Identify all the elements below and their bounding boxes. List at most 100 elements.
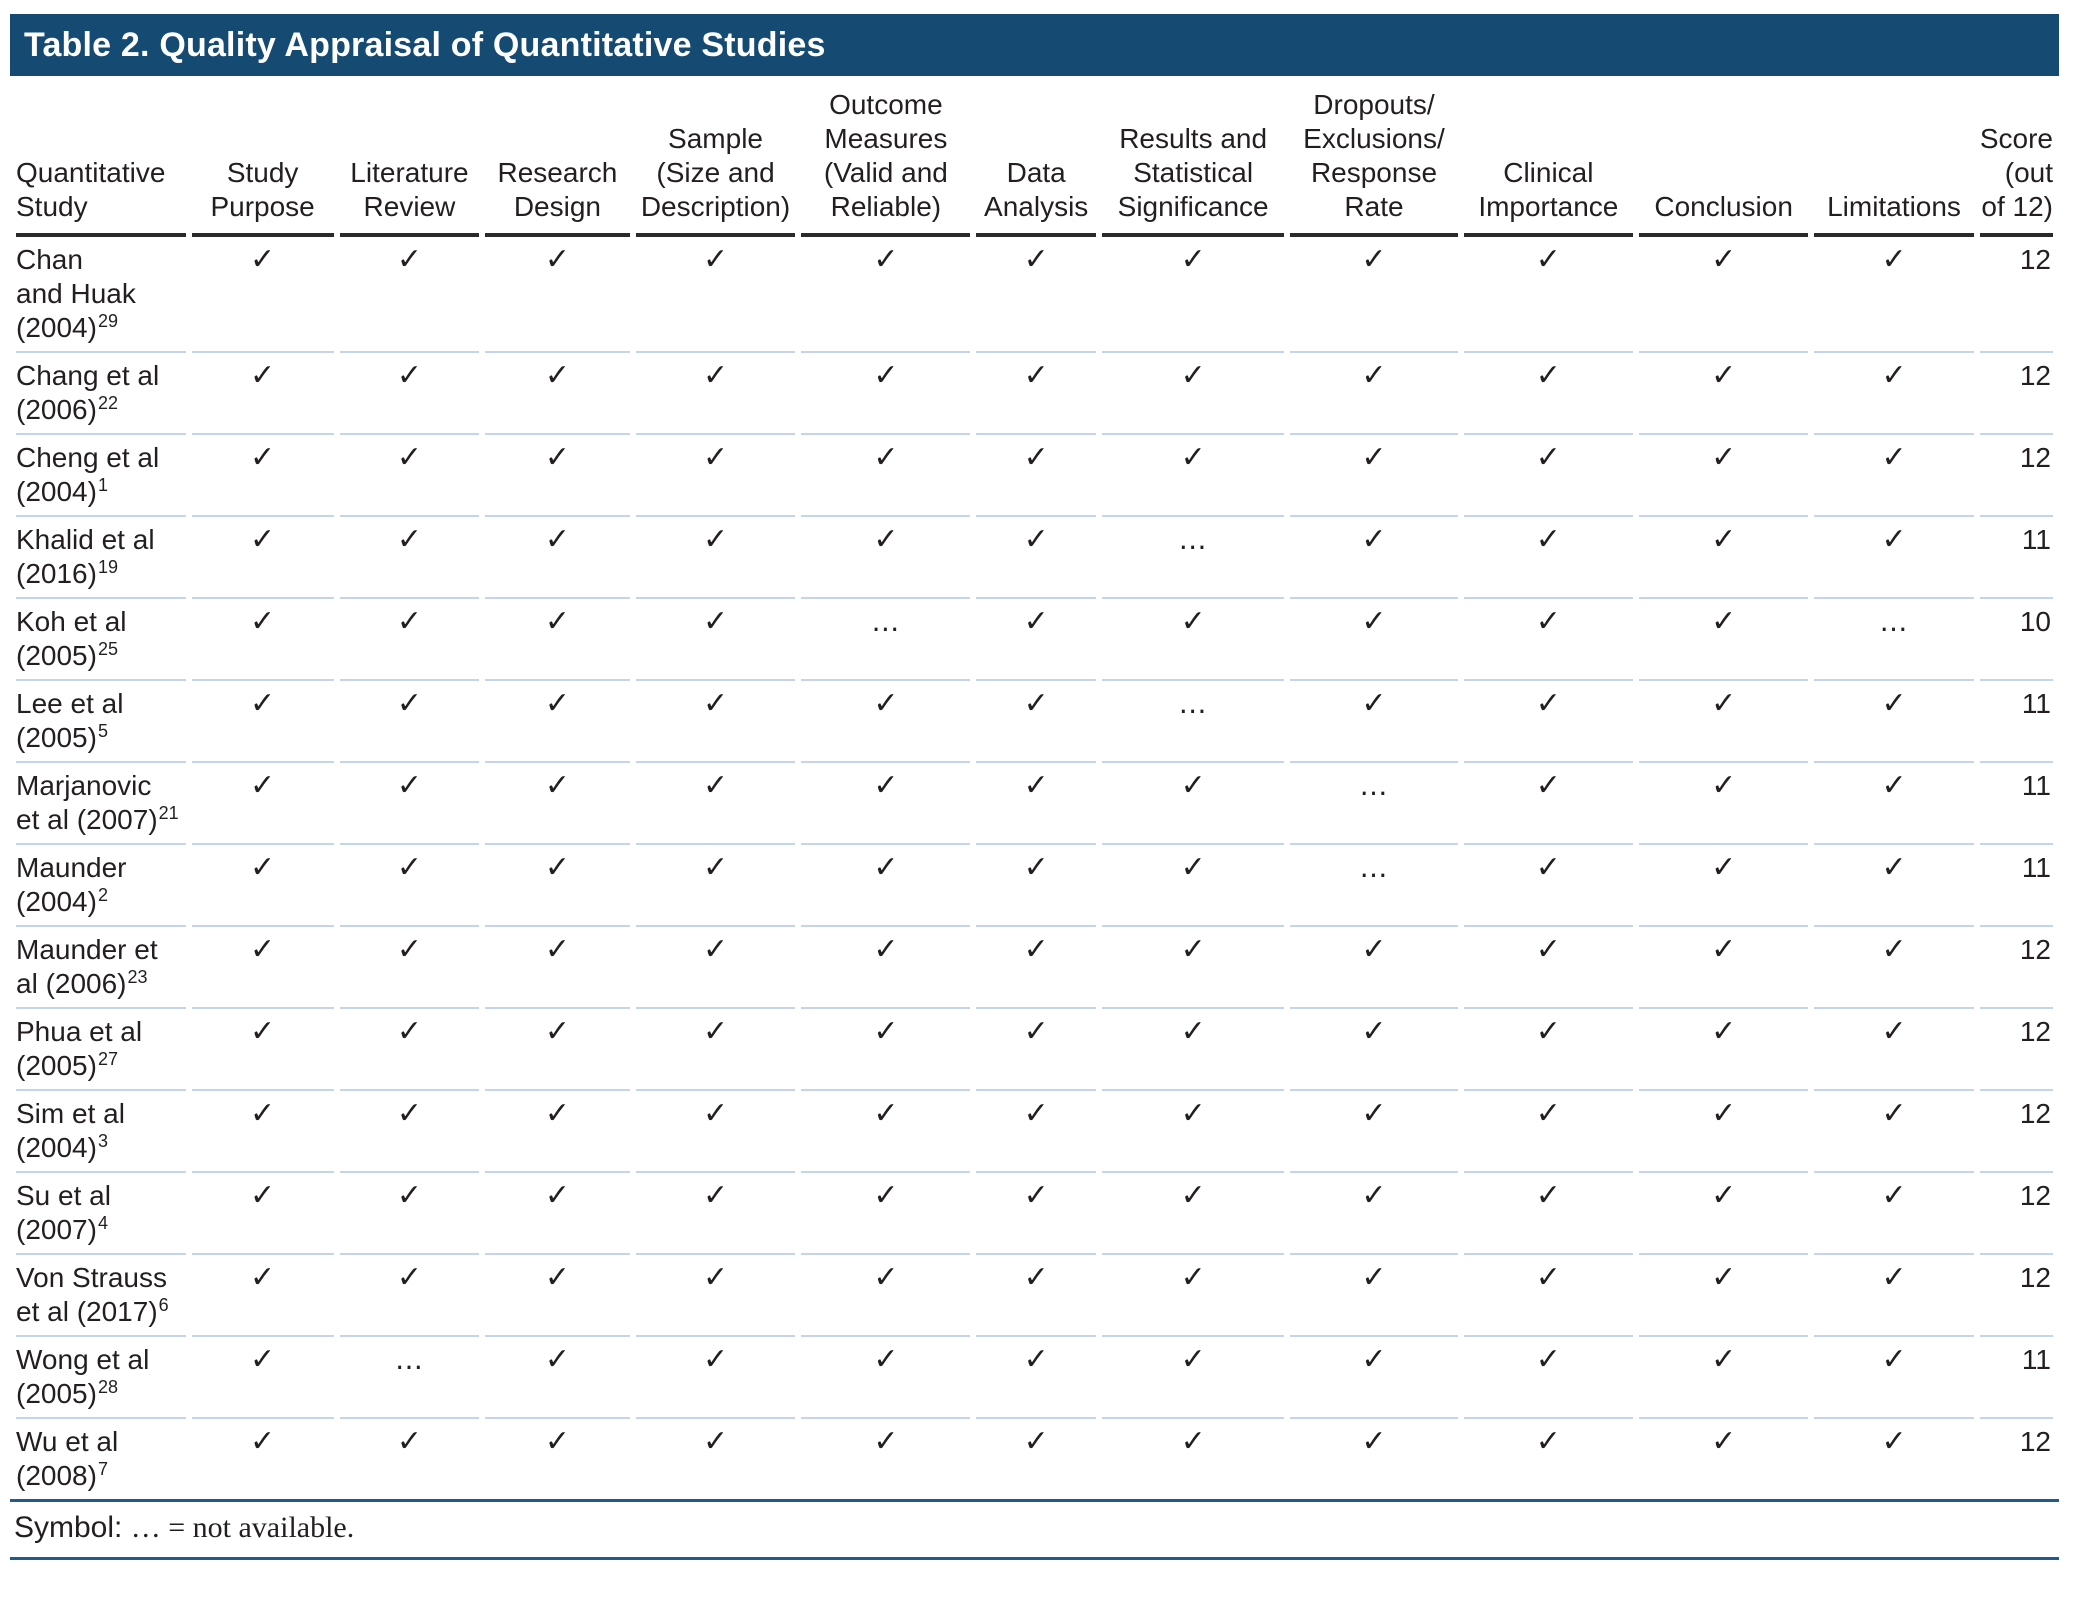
check-mark-icon: ✓ xyxy=(1881,1424,1907,1459)
research-design-cell: ✓ xyxy=(485,599,630,681)
check-mark-icon: ✓ xyxy=(1881,1178,1907,1213)
study-row: Wu et al (2008)7 ✓ ✓ ✓ ✓ ✓ ✓ ✓ ✓ ✓ ✓ ✓ 12 xyxy=(16,1419,2053,1499)
check-mark-icon: ✓ xyxy=(544,686,570,721)
study-name: Koh et al (2005)25 xyxy=(16,599,186,681)
column-header-results-statistical-significance: Results and Statistical Significance xyxy=(1102,76,1285,237)
sample-size-description-cell: ✓ xyxy=(636,1419,796,1499)
data-analysis-cell: ✓ xyxy=(976,353,1096,435)
study-name: Chan and Huak (2004)29 xyxy=(16,237,186,353)
results-statistical-significance-cell: ✓ xyxy=(1102,1009,1285,1091)
check-mark-icon: ✓ xyxy=(1535,850,1561,885)
clinical-importance-cell: ✓ xyxy=(1463,517,1634,599)
study-name-line: Lee et al xyxy=(16,687,186,721)
study-row: Maunder et al (2006)23 ✓ ✓ ✓ ✓ ✓ ✓ ✓ ✓ ✓ ✓ ✓ 12 xyxy=(16,927,2053,1009)
data-analysis-cell: ✓ xyxy=(976,599,1096,681)
check-mark-icon: ✓ xyxy=(544,850,570,885)
check-mark-icon: ✓ xyxy=(1023,604,1049,639)
study-name-line: Marjanovic xyxy=(16,769,186,803)
sample-size-description-cell: ✓ xyxy=(635,517,796,599)
not-available-mark: … xyxy=(394,1343,424,1376)
header-line: Limitations xyxy=(1827,191,1961,222)
outcome-measures-cell: ✓ xyxy=(801,517,971,599)
check-mark-icon: ✓ xyxy=(873,440,899,475)
check-mark-icon: ✓ xyxy=(702,932,729,967)
check-mark-icon: ✓ xyxy=(396,440,423,475)
header-line: Statistical xyxy=(1133,157,1254,188)
study-name-text: (2006) xyxy=(16,394,97,425)
check-mark-icon: ✓ xyxy=(250,242,276,277)
check-mark-icon: ✓ xyxy=(1023,242,1049,277)
score-cell: 12 xyxy=(1979,237,2053,353)
study-purpose-cell: ✓ xyxy=(191,845,334,927)
check-mark-icon: ✓ xyxy=(396,850,423,885)
data-analysis-cell: ✓ xyxy=(976,763,1096,845)
study-name-line: Wu et al xyxy=(16,1425,186,1459)
study-name: Wong et al (2005)28 xyxy=(16,1337,186,1419)
limitations-cell: ✓ xyxy=(1814,1255,1974,1337)
check-mark-icon: ✓ xyxy=(250,440,276,475)
check-mark-icon: ✓ xyxy=(702,1342,729,1377)
study-row: Chan and Huak (2004)29 ✓ ✓ ✓ ✓ ✓ ✓ ✓ ✓ ✓ ✓ ✓ 12 xyxy=(16,237,2053,353)
limitations-cell: ✓ xyxy=(1814,927,1974,1009)
header-line: Purpose xyxy=(210,191,315,222)
check-mark-icon: ✓ xyxy=(1711,1260,1737,1295)
study-row: Lee et al (2005)5 ✓ ✓ ✓ ✓ ✓ ✓ … ✓ ✓ ✓ ✓ 11 xyxy=(16,681,2053,763)
study-name-line: (2005)28 xyxy=(16,1377,186,1411)
study-name-text: Chang et al xyxy=(16,360,160,391)
check-mark-icon: ✓ xyxy=(1535,1424,1561,1459)
research-design-cell: ✓ xyxy=(485,1337,630,1419)
study-row: Sim et al (2004)3 ✓ ✓ ✓ ✓ ✓ ✓ ✓ ✓ ✓ ✓ ✓ 12 xyxy=(16,1091,2053,1173)
study-name-text: Koh et al xyxy=(16,606,127,637)
study-name-line: (2004)3 xyxy=(16,1131,186,1165)
clinical-importance-cell: ✓ xyxy=(1463,1091,1634,1173)
results-statistical-significance-cell: ✓ xyxy=(1102,1255,1285,1337)
study-row: Su et al (2007)4 ✓ ✓ ✓ ✓ ✓ ✓ ✓ ✓ ✓ ✓ ✓ 12 xyxy=(16,1173,2053,1255)
check-mark-icon: ✓ xyxy=(702,1424,729,1459)
header-line: Score xyxy=(1979,123,2053,154)
check-mark-icon: ✓ xyxy=(1180,604,1206,639)
check-mark-icon: ✓ xyxy=(1881,358,1907,393)
check-mark-icon: ✓ xyxy=(544,358,570,393)
check-mark-icon: ✓ xyxy=(396,686,423,721)
sample-size-description-cell: ✓ xyxy=(635,237,796,353)
column-header-score: Score (out of 12) xyxy=(1979,76,2053,237)
check-mark-icon: ✓ xyxy=(1711,522,1737,557)
check-mark-icon: ✓ xyxy=(1180,242,1206,277)
score-cell: 12 xyxy=(1979,435,2053,517)
sample-size-description-cell: ✓ xyxy=(635,599,796,681)
check-mark-icon: ✓ xyxy=(544,1342,570,1377)
study-name-text: Su et al xyxy=(16,1180,111,1211)
study-row: Phua et al (2005)27 ✓ ✓ ✓ ✓ ✓ ✓ ✓ ✓ ✓ ✓ ✓ 12 xyxy=(16,1009,2053,1091)
study-name-line: (2016)19 xyxy=(16,557,186,591)
research-design-cell: ✓ xyxy=(485,1009,630,1091)
study-name-line: (2004)29 xyxy=(16,311,186,345)
check-mark-icon: ✓ xyxy=(1180,1342,1206,1377)
check-mark-icon: ✓ xyxy=(1023,440,1049,475)
column-header-outcome-measures: Outcome Measures (Valid and Reliable) xyxy=(801,76,971,237)
study-name-text: al (2006) xyxy=(16,968,127,999)
table-body: Chan and Huak (2004)29 ✓ ✓ ✓ ✓ ✓ ✓ ✓ ✓ ✓ ✓ ✓ 12 Chang e… xyxy=(16,237,2053,1499)
research-design-cell: ✓ xyxy=(485,1419,629,1499)
check-mark-icon: ✓ xyxy=(1361,1096,1387,1131)
outcome-measures-cell: ✓ xyxy=(801,1091,971,1173)
study-name-text: (2007) xyxy=(16,1214,97,1245)
header-line: Dropouts/ xyxy=(1313,89,1435,120)
study-row: Maunder (2004)2 ✓ ✓ ✓ ✓ ✓ ✓ ✓ … ✓ ✓ ✓ 11 xyxy=(16,845,2053,927)
limitations-cell: ✓ xyxy=(1814,353,1974,435)
header-line: Significance xyxy=(1117,191,1269,222)
study-row: Cheng et al (2004)1 ✓ ✓ ✓ ✓ ✓ ✓ ✓ ✓ ✓ ✓ ✓ 12 xyxy=(16,435,2053,517)
check-mark-icon: ✓ xyxy=(873,1178,899,1213)
dropouts-exclusions-response-rate-cell: … xyxy=(1290,763,1458,845)
check-mark-icon: ✓ xyxy=(873,932,899,967)
check-mark-icon: ✓ xyxy=(1535,358,1561,393)
header-row: Quantitative Study Study Purpose Literature R… xyxy=(16,76,2053,237)
check-mark-icon: ✓ xyxy=(544,604,570,639)
header-line: Exclusions/ xyxy=(1303,123,1445,154)
check-mark-icon: ✓ xyxy=(1535,440,1561,475)
header-line: of 12) xyxy=(1981,191,2053,222)
column-header-conclusion: Conclusion xyxy=(1639,76,1809,237)
check-mark-icon: ✓ xyxy=(1535,686,1561,721)
check-mark-icon: ✓ xyxy=(396,932,423,967)
outcome-measures-cell: ✓ xyxy=(801,353,971,435)
check-mark-icon: ✓ xyxy=(396,604,423,639)
